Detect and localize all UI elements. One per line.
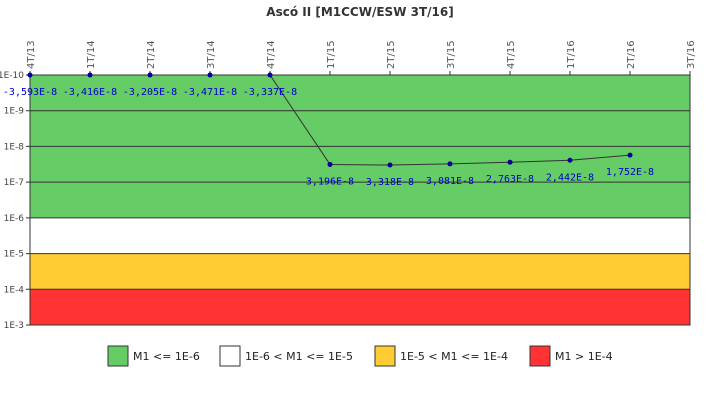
data-point xyxy=(267,72,273,78)
data-point xyxy=(387,162,393,168)
legend-swatch xyxy=(374,345,396,367)
x-tick-label: 3T/16 xyxy=(686,40,697,69)
x-tick-label: 1T/15 xyxy=(326,40,337,69)
x-tick-label: 2T/14 xyxy=(146,40,157,69)
x-tick-label: 4T/15 xyxy=(506,40,517,69)
legend-swatch xyxy=(529,345,551,367)
data-point xyxy=(87,72,93,78)
series-layer xyxy=(27,72,633,168)
legend-label: 1E-6 < M1 <= 1E-5 xyxy=(245,350,353,363)
y-tick-label: 1E-7 xyxy=(4,178,24,188)
band-3 xyxy=(30,289,690,325)
y-tick-label: 1E-4 xyxy=(4,285,25,295)
x-tick-label: 1T/16 xyxy=(566,40,577,69)
data-point xyxy=(147,72,153,78)
legend-swatch xyxy=(219,345,241,367)
chart-title: Ascó II [M1CCW/ESW 3T/16] xyxy=(266,5,453,19)
x-tick-label: 2T/15 xyxy=(386,40,397,69)
data-point xyxy=(327,161,333,167)
x-tick-label: 1T/14 xyxy=(86,40,97,69)
data-label: 1,752E-8 xyxy=(606,167,654,178)
plot-frame xyxy=(29,74,691,326)
data-point xyxy=(507,159,513,165)
data-label: 3,318E-8 xyxy=(366,177,414,188)
y-tick-label: 1E-10 xyxy=(0,71,24,81)
x-tick-label: 2T/16 xyxy=(626,40,637,69)
x-tick-label: 3T/15 xyxy=(446,40,457,69)
data-label: -3,471E-8 xyxy=(183,87,237,98)
data-point xyxy=(627,152,633,158)
x-tick-label: 4T/13 xyxy=(26,40,37,69)
data-label: -3,337E-8 xyxy=(243,87,297,98)
y-tick-label: 1E-9 xyxy=(4,107,25,117)
band-1 xyxy=(30,217,690,254)
legend-label: M1 > 1E-4 xyxy=(555,350,613,363)
data-labels: -3,593E-8 -3,416E-8 -3,205E-8 -3,471E-8 -3,3… xyxy=(3,87,654,188)
y-tick-label: 1E-3 xyxy=(4,321,24,331)
legend: M1 <= 1E-6 1E-6 < M1 <= 1E-5 1E-5 < M1 <= … xyxy=(107,345,613,367)
data-label: 3,081E-8 xyxy=(426,176,474,187)
data-point xyxy=(447,161,453,167)
legend-label: 1E-5 < M1 <= 1E-4 xyxy=(400,350,508,363)
data-label: -3,205E-8 xyxy=(123,87,177,98)
y-tick-label: 1E-6 xyxy=(4,214,25,224)
axes: 1E-10 1E-9 1E-8 1E-7 1E-6 1E-5 1E-4 1E-3 4T/13 1T… xyxy=(0,40,697,331)
data-point xyxy=(567,157,573,163)
data-point xyxy=(27,72,33,78)
data-label: -3,416E-8 xyxy=(63,87,117,98)
legend-label: M1 <= 1E-6 xyxy=(133,350,200,363)
x-tick-label: 3T/14 xyxy=(206,40,217,69)
data-label: 3,196E-8 xyxy=(306,176,354,187)
band-2 xyxy=(30,253,690,290)
data-label: -3,593E-8 xyxy=(3,87,57,98)
legend-swatch xyxy=(107,345,129,367)
threshold-bands xyxy=(30,75,690,325)
y-tick-label: 1E-5 xyxy=(4,250,24,260)
y-tick-label: 1E-8 xyxy=(4,142,25,152)
data-label: 2,442E-8 xyxy=(546,172,594,183)
data-label: 2,763E-8 xyxy=(486,174,534,185)
x-tick-label: 4T/14 xyxy=(266,40,277,69)
data-point xyxy=(207,72,213,78)
